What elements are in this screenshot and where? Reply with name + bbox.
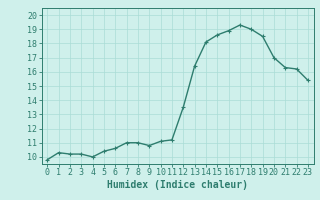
X-axis label: Humidex (Indice chaleur): Humidex (Indice chaleur) [107,180,248,190]
